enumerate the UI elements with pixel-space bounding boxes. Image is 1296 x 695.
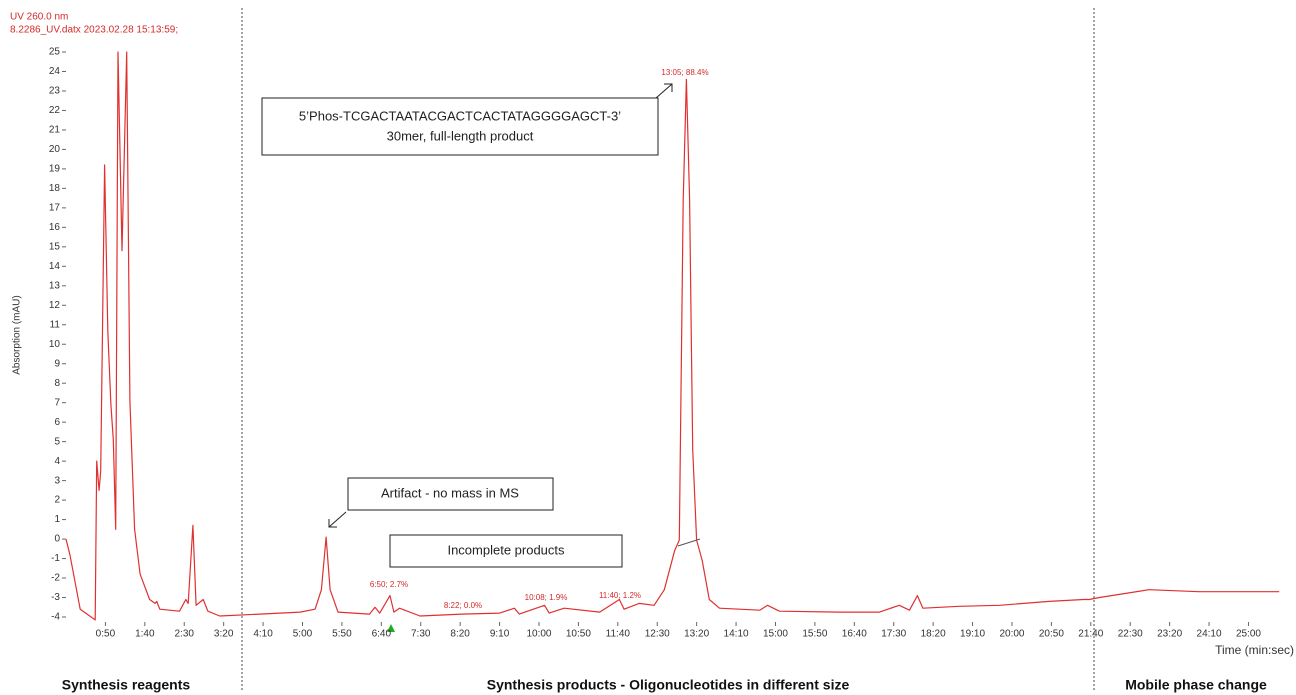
x-tick-label: 18:20	[921, 629, 946, 640]
x-tick-label: 15:00	[763, 629, 788, 640]
y-tick-label: -1	[51, 553, 60, 564]
region-label: Synthesis reagents	[62, 677, 191, 693]
baseline-segment	[677, 538, 701, 547]
header-line: 8.2286_UV.datx 2023.02.28 15:13:59;	[10, 25, 178, 36]
y-tick-label: 3	[54, 475, 60, 486]
annotation-box	[261, 97, 659, 156]
x-tick-label: 13:20	[684, 629, 709, 640]
y-tick-label: 9	[54, 358, 60, 369]
x-tick-label: 4:10	[253, 629, 273, 640]
x-tick-label: 16:40	[842, 629, 867, 640]
x-tick-label: 12:30	[645, 629, 670, 640]
x-tick-label: 7:30	[411, 629, 431, 640]
x-tick-label: 11:40	[606, 629, 631, 640]
y-tick-label: 21	[49, 125, 61, 136]
x-tick-label: 14:10	[724, 629, 749, 640]
x-tick-label: 0:50	[96, 629, 116, 640]
arrow	[328, 511, 347, 528]
annotation: 5’Phos-TCGACTAATACGACTCACTATAGGGGAGCT-3’	[299, 108, 621, 123]
y-tick-label: -3	[51, 592, 60, 603]
annotation-box	[389, 534, 623, 568]
y-tick-label: 24	[49, 66, 61, 77]
y-tick-label: 20	[49, 144, 61, 155]
x-tick-label: 6:40	[372, 629, 392, 640]
y-tick-label: 12	[49, 300, 61, 311]
y-tick-label: 7	[54, 397, 60, 408]
x-tick-label: 10:50	[566, 629, 591, 640]
annotation: 30mer, full-length product	[387, 128, 534, 143]
y-tick-label: 17	[49, 203, 61, 214]
y-tick-label: 0	[54, 534, 60, 545]
header-line: UV 260.0 nm	[10, 12, 68, 23]
annotation: Artifact - no mass in MS	[381, 485, 519, 500]
x-tick-label: 25:00	[1236, 629, 1261, 640]
x-tick-label: 21:40	[1078, 629, 1103, 640]
peak-label: 11:40; 1.2%	[599, 591, 641, 600]
x-tick-label: 20:50	[1039, 629, 1064, 640]
x-tick-label: 5:50	[332, 629, 352, 640]
annotation: Incomplete products	[447, 542, 565, 557]
x-tick-label: 24:10	[1197, 629, 1222, 640]
x-tick-label: 9:10	[490, 629, 510, 640]
x-tick-label: 1:40	[135, 629, 155, 640]
region-label: Synthesis products - Oligonucleotides in…	[487, 677, 850, 693]
annotation-box	[347, 477, 554, 511]
y-tick-label: -2	[51, 573, 60, 584]
y-tick-label: 2	[54, 495, 60, 506]
y-tick-label: 5	[54, 436, 60, 447]
plot: -4-3-2-101234567891011121314151617181920…	[49, 47, 1280, 640]
peak-label: 8:22; 0.0%	[444, 601, 482, 610]
x-tick-label: 20:00	[999, 629, 1024, 640]
x-tick-label: 23:20	[1157, 629, 1182, 640]
y-tick-label: 19	[49, 164, 61, 175]
x-tick-label: 5:00	[293, 629, 313, 640]
marker	[387, 624, 395, 632]
y-tick-label: 23	[49, 86, 61, 97]
y-tick-label: 14	[49, 261, 61, 272]
y-tick-label: 16	[49, 222, 61, 233]
x-tick-label: 10:00	[526, 629, 551, 640]
y-axis-label: Absorption (mAU)	[12, 295, 23, 374]
y-tick-label: 4	[54, 456, 60, 467]
x-tick-label: 3:20	[214, 629, 234, 640]
x-axis-label: Time (min:sec)	[1215, 643, 1294, 657]
x-tick-label: 22:30	[1118, 629, 1143, 640]
y-tick-label: 15	[49, 241, 61, 252]
y-tick-label: 18	[49, 183, 61, 194]
y-tick-label: 8	[54, 378, 60, 389]
y-tick-label: 22	[49, 105, 61, 116]
peak-label: 6:50; 2.7%	[370, 580, 408, 589]
y-tick-label: 25	[49, 47, 61, 58]
region-label: Mobile phase change	[1125, 677, 1267, 693]
x-tick-label: 19:10	[960, 629, 985, 640]
x-tick-label: 8:20	[450, 629, 470, 640]
y-tick-label: 6	[54, 417, 60, 428]
y-tick-label: 1	[54, 514, 60, 525]
y-tick-label: 13	[49, 280, 61, 291]
x-tick-label: 15:50	[802, 629, 827, 640]
peak-label: 13:05; 88.4%	[661, 68, 708, 77]
y-tick-label: 11	[50, 319, 61, 330]
chromatogram-line	[65, 51, 1280, 621]
y-tick-label: -4	[51, 612, 60, 623]
x-tick-label: 2:30	[175, 629, 195, 640]
y-tick-label: 10	[49, 339, 61, 350]
peak-label: 10:08; 1.9%	[525, 593, 568, 602]
x-tick-label: 17:30	[881, 629, 906, 640]
arrow	[655, 83, 673, 99]
